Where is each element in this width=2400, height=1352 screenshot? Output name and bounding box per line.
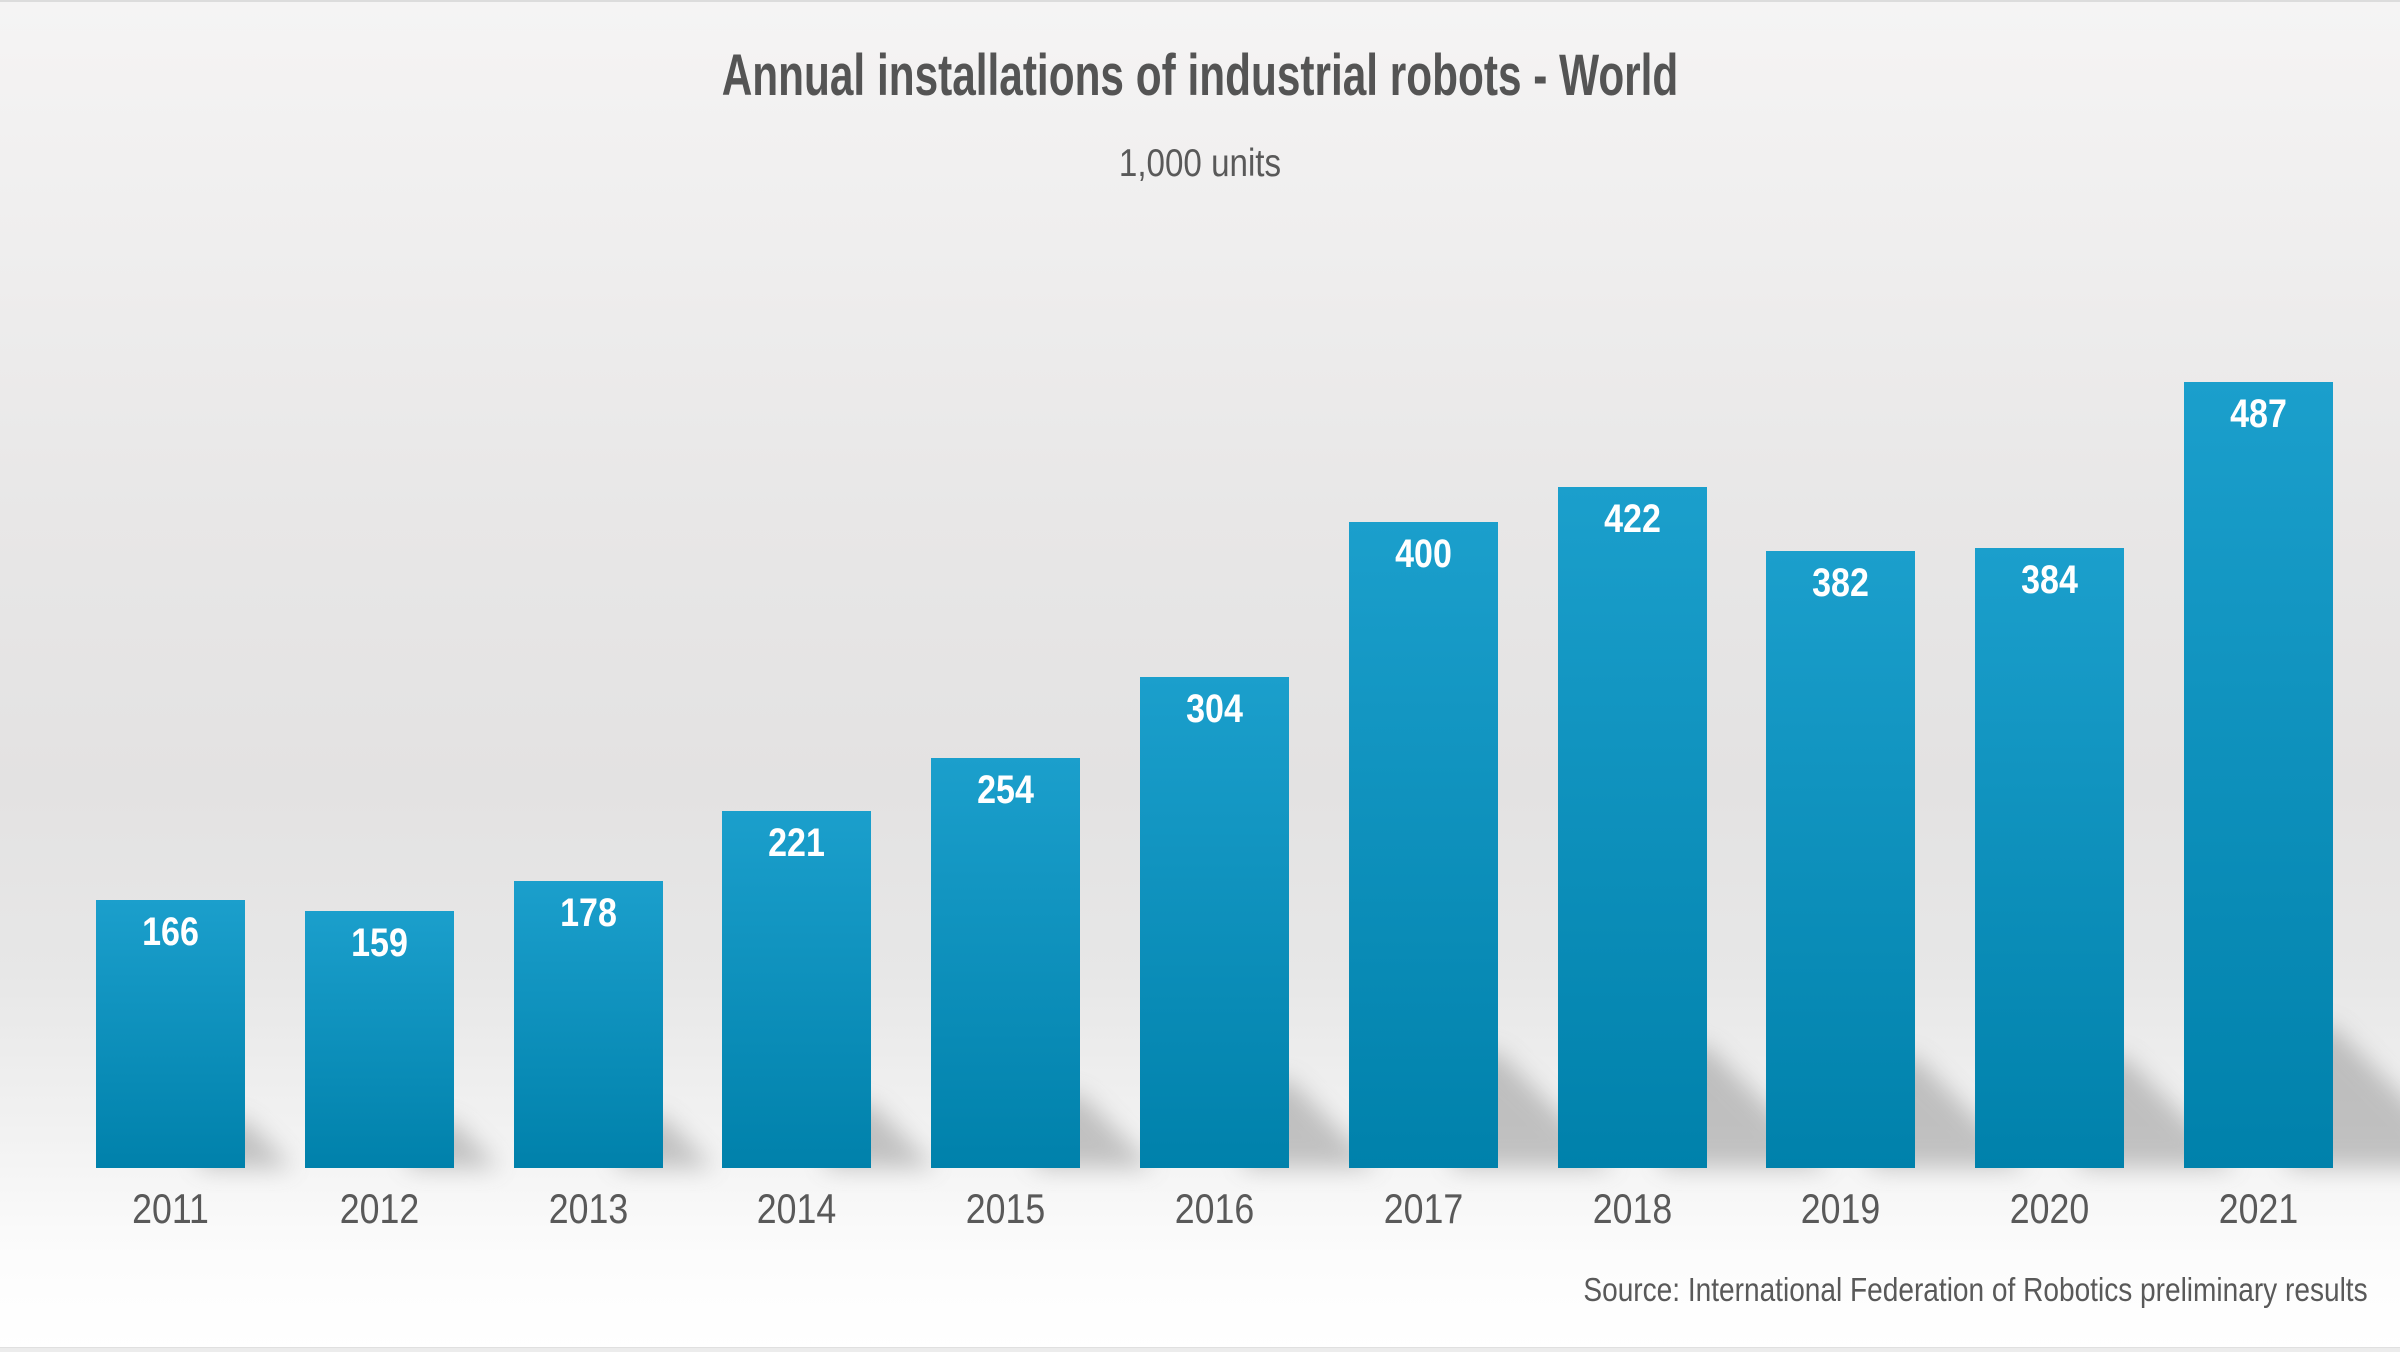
bar-value-label: 178 <box>559 890 617 935</box>
bar-value-label: 159 <box>350 921 408 966</box>
bar-value-label: 422 <box>1603 496 1661 541</box>
bar-2020: 384 <box>1975 548 2125 1168</box>
x-axis-label-2014: 2014 <box>757 1185 837 1232</box>
x-axis-label-2016: 2016 <box>1174 1185 1255 1232</box>
x-axis-label-2021: 2021 <box>2218 1185 2299 1232</box>
bar-value-label: 221 <box>768 821 826 866</box>
bar-2014: 221 <box>722 811 872 1168</box>
source-note: Source: International Federation of Robo… <box>1583 1271 2368 1308</box>
chart-units-label: 1,000 units <box>1118 142 1282 185</box>
bar-value-label: 254 <box>977 768 1035 813</box>
x-axis-label-2012: 2012 <box>339 1185 420 1232</box>
x-axis-label-2013: 2013 <box>548 1185 628 1232</box>
bar-value-label: 487 <box>2230 392 2287 436</box>
bar-2013: 178 <box>513 880 663 1168</box>
bar-2019: 382 <box>1766 551 1916 1168</box>
bar-2018: 422 <box>1557 486 1707 1168</box>
bar-value-label: 382 <box>1812 561 1870 606</box>
bar-value-label: 384 <box>2021 558 2079 603</box>
bar-value-label: 304 <box>1186 687 1243 732</box>
x-axis-label-2018: 2018 <box>1592 1185 1672 1232</box>
x-axis-label-2015: 2015 <box>965 1185 1046 1232</box>
bar-value-label: 166 <box>142 910 199 955</box>
bar-2015: 254 <box>931 758 1081 1168</box>
bar-2021: 487 <box>2184 382 2333 1168</box>
bar-2016: 304 <box>1140 677 1289 1168</box>
bar-2012: 159 <box>304 911 454 1168</box>
x-axis-label-2017: 2017 <box>1383 1185 1464 1232</box>
x-axis-label-2020: 2020 <box>2009 1185 2090 1232</box>
bar-2017: 400 <box>1348 522 1498 1168</box>
x-axis-label-2011: 2011 <box>132 1185 209 1232</box>
bar-2011: 166 <box>96 900 245 1168</box>
chart-title: Annual installations of industrial robot… <box>721 43 1679 108</box>
x-axis-label-2019: 2019 <box>1801 1185 1881 1232</box>
bar-value-label: 400 <box>1394 532 1452 577</box>
